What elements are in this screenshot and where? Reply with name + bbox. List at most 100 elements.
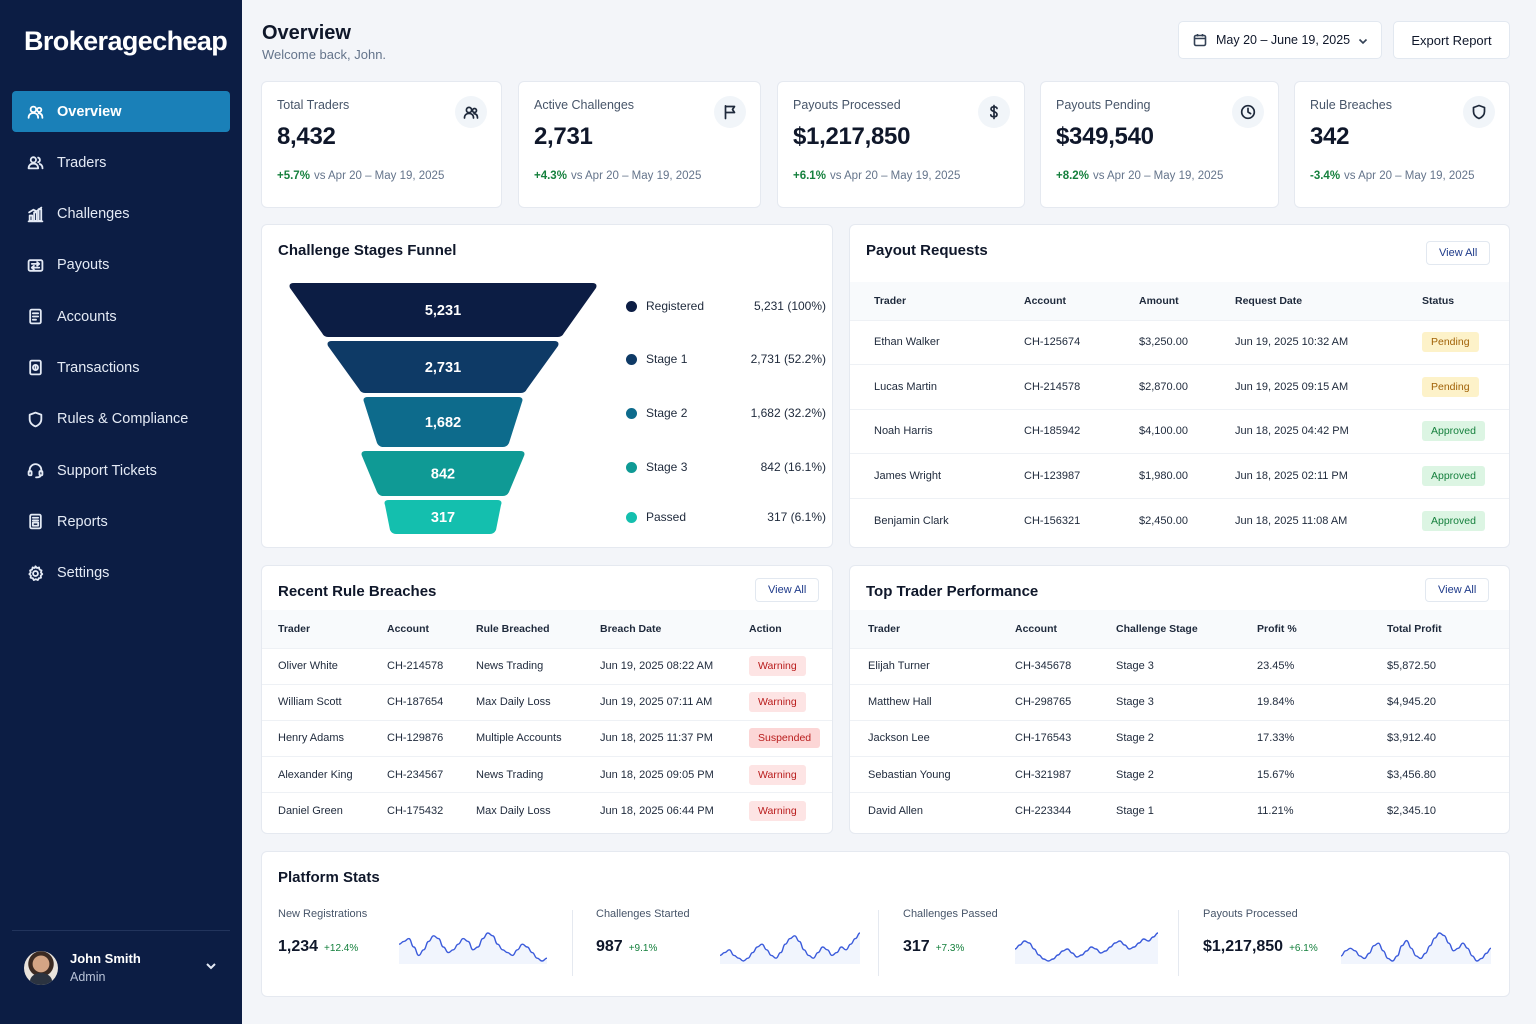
user-menu[interactable]: John Smith Admin [12,930,230,1004]
table-cell: News Trading [460,647,584,685]
column-header[interactable]: Total Profit [1369,610,1509,648]
column-header[interactable]: Rule Breached [460,610,584,648]
rule-breaches-title: Recent Rule Breaches [278,583,437,600]
date-range-picker[interactable]: May 20 – June 19, 2025 [1178,21,1382,59]
column-header[interactable]: Request Date [1215,282,1402,320]
column-header[interactable]: Profit % [1239,610,1369,648]
table-row[interactable]: Lucas Martin CH-214578 $2,870.00 Jun 19, 20… [850,364,1509,410]
table-cell: $4,100.00 [1119,408,1215,454]
table-row[interactable]: Henry Adams CH-129876 Multiple Accounts Jun… [262,719,832,757]
column-header[interactable]: Challenge Stage [1098,610,1239,648]
kpi-value: 8,432 [277,123,336,150]
legend-dot [626,353,637,365]
funnel-segment [327,341,559,393]
platform-stat: New Registrations 1,234 +12.4% [278,908,568,978]
column-header[interactable]: Trader [850,610,997,648]
column-header[interactable]: Trader [850,282,1000,320]
sidebar-item-payouts[interactable]: Payouts [12,245,230,286]
column-header[interactable]: Account [1000,282,1119,320]
sidebar-item-label: Overview [57,103,122,120]
export-report-button[interactable]: Export Report [1393,21,1510,59]
funnel-legend-item: Stage 1 2,731 (52.2%) [626,349,826,369]
table-row[interactable]: Elijah Turner CH-345678 Stage 3 23.45% $5,87… [850,647,1509,685]
kpi-card: Total Traders 8,432 +5.7% vs Apr 20 – May 1… [261,81,502,208]
table-cell: CH-125674 [1000,319,1119,365]
divider [878,910,879,976]
kpi-value: $349,540 [1056,123,1154,150]
payouts-view-all-button[interactable]: View All [1426,241,1491,265]
table-row[interactable]: Sebastian Young CH-321987 Stage 2 15.67% $3,… [850,756,1509,793]
sidebar-item-transactions[interactable]: Transactions [12,347,230,388]
kpi-label: Total Traders [277,98,350,112]
sidebar-item-challenges[interactable]: Challenges [12,194,230,235]
stat-label: Payouts Processed [1203,908,1298,920]
brand-logo: Brokeragecheap [24,26,228,56]
sparkline-area [720,933,860,964]
funnel-stage-percent: 317 (6.1%) [767,510,826,524]
table-row[interactable]: Daniel Green CH-175432 Max Daily Loss Jun 1… [262,792,832,829]
column-header[interactable]: Status [1402,282,1509,320]
status-badge: Suspended [749,728,821,749]
flag-icon [714,96,746,128]
sidebar-nav: Overview Traders Challenges Payouts Accounts… [12,91,230,604]
table-cell: 11.21% [1239,792,1369,829]
kpi-delta: +5.7% [277,170,310,182]
column-header[interactable]: Action [733,610,832,648]
table-cell: Jun 18, 2025 11:08 AM [1215,497,1402,543]
table-row[interactable]: Noah Harris CH-185942 $4,100.00 Jun 18, 202… [850,408,1509,454]
table-cell: $2,870.00 [1119,364,1215,410]
bar-chart-icon [26,205,44,223]
column-header[interactable]: Amount [1119,282,1215,320]
platform-stats-card: Platform Stats New Registrations 1,234 +12… [261,851,1510,997]
payout-requests-table: Trader Account Amount Request Date Status Eth… [850,282,1509,543]
sparkline-chart [719,932,861,964]
kpi-compare-label: vs Apr 20 – May 19, 2025 [1092,170,1224,182]
table-row[interactable]: Alexander King CH-234567 News Trading Jun 1… [262,756,832,793]
funnel-legend-item: Passed 317 (6.1%) [626,507,826,527]
table-row[interactable]: Oliver White CH-214578 News Trading Jun 19,… [262,647,832,685]
table-cell: CH-298765 [997,683,1098,721]
stat-delta: +9.1% [628,943,658,954]
table-row[interactable]: Matthew Hall CH-298765 Stage 3 19.84% $4,945… [850,683,1509,721]
table-row[interactable]: Jackson Lee CH-176543 Stage 2 17.33% $3,912.… [850,719,1509,757]
kpi-card: Active Challenges 2,731 +4.3% vs Apr 20 – M… [518,81,761,208]
status-badge: Pending [1422,376,1479,397]
sparkline-chart [1014,932,1159,964]
table-row[interactable]: James Wright CH-123987 $1,980.00 Jun 18, 20… [850,453,1509,499]
stat-delta: +6.1% [1289,943,1318,954]
status-badge: Warning [749,801,806,822]
sidebar-item-accounts[interactable]: Accounts [12,296,230,337]
breaches-view-all-button[interactable]: View All [755,578,820,602]
table-cell: CH-176543 [997,719,1098,757]
table-cell: Matthew Hall [850,683,997,721]
table-cell: $3,250.00 [1119,319,1215,365]
funnel-stage-name: Stage 3 [646,460,688,474]
sidebar-item-overview[interactable]: Overview [12,91,230,132]
table-row[interactable]: David Allen CH-223344 Stage 1 11.21% $2,345.… [850,792,1509,829]
sidebar-item-support-tickets[interactable]: Support Tickets [12,450,230,491]
stat-value: $1,217,850 [1203,938,1284,955]
table-row[interactable]: Benjamin Clark CH-156321 $2,450.00 Jun 18, … [850,497,1509,543]
sidebar-item-traders[interactable]: Traders [12,142,230,183]
table-row[interactable]: William Scott CH-187654 Max Daily Loss Jun … [262,683,832,721]
column-header[interactable]: Trader [262,610,371,648]
column-header[interactable]: Account [371,610,460,648]
performance-view-all-button[interactable]: View All [1425,578,1490,602]
column-header[interactable]: Account [997,610,1098,648]
kpi-card: Payouts Processed $1,217,850 +6.1% vs Apr 2… [777,81,1025,208]
kpi-comparison: -3.4% vs Apr 20 – May 19, 2025 [1310,170,1474,182]
shield-icon [26,410,44,428]
chevron-down-icon[interactable] [204,959,218,973]
funnel-segment-value: 317 [431,510,455,526]
avatar [24,950,58,985]
sidebar-item-settings[interactable]: Settings [12,553,230,594]
funnel-segment [289,283,597,337]
sparkline-line [1340,932,1492,962]
table-row[interactable]: Ethan Walker CH-125674 $3,250.00 Jun 19, 20… [850,319,1509,365]
divider [572,910,573,976]
sidebar-item-rules-compliance[interactable]: Rules & Compliance [12,399,230,440]
top-trader-card: Top Trader Performance View All Trader Ac… [849,565,1510,834]
sidebar-item-reports[interactable]: Reports [12,501,230,542]
kpi-label: Payouts Pending [1056,98,1151,112]
column-header[interactable]: Breach Date [584,610,733,648]
